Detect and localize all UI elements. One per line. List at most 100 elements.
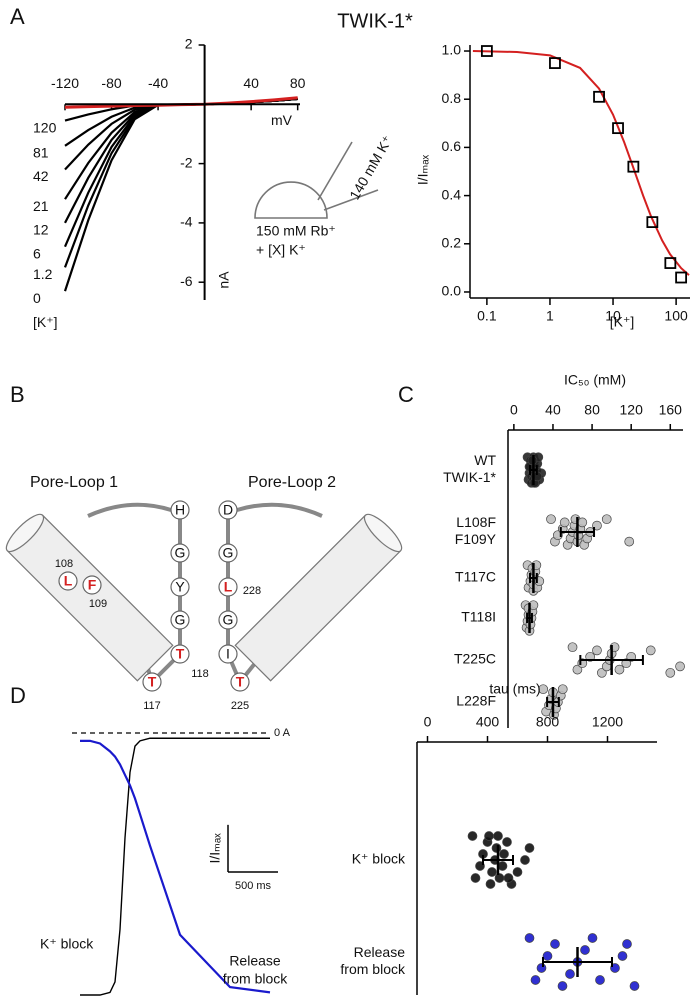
inset-label: 140 mM K⁺	[346, 133, 395, 203]
inset	[254, 141, 379, 219]
residue	[142, 672, 162, 692]
data-point	[538, 684, 549, 695]
residue-label: L	[64, 573, 73, 589]
data-point	[559, 517, 570, 528]
x-tick-label: 80	[290, 75, 306, 91]
data-point	[580, 945, 590, 955]
residue-label: L	[224, 579, 233, 595]
category-label: L228F	[456, 693, 496, 709]
residue-label: G	[223, 612, 234, 628]
data-point	[512, 867, 523, 877]
data-point	[470, 873, 481, 883]
residue-number: 118	[191, 668, 209, 680]
data-point	[624, 536, 635, 547]
curve-label: 21	[33, 198, 49, 214]
y-tick-label: 0.2	[442, 234, 462, 250]
data-point	[485, 879, 496, 889]
category-label: TWIK-1*	[443, 469, 496, 485]
cylinder-end	[363, 513, 403, 553]
residue	[82, 575, 102, 595]
residue-label: T	[236, 674, 245, 690]
chart-title: TWIK-1*	[337, 10, 413, 32]
data-point	[646, 216, 659, 229]
x-tick-label: 0.1	[477, 308, 497, 324]
residue-label: G	[223, 545, 234, 561]
residues: H G Y G T T L F 108 109 118 117 D G L G …	[55, 500, 261, 712]
residue-label: D	[223, 502, 233, 518]
data-point	[480, 45, 493, 57]
x-tick-label: 800	[536, 714, 560, 730]
residue	[170, 577, 190, 597]
data-point	[524, 933, 535, 943]
data-point	[675, 271, 688, 284]
category-label: T225C	[454, 651, 496, 667]
loop-arc	[87, 502, 172, 518]
x-tick-label: -80	[101, 75, 121, 91]
pipette	[323, 189, 379, 211]
curve-label: 81	[33, 145, 49, 161]
residue	[170, 644, 190, 664]
residue-number: 225	[231, 700, 249, 712]
data-point	[614, 664, 625, 675]
cell	[254, 181, 328, 219]
curve-label: 42	[33, 168, 49, 184]
data-point	[593, 90, 605, 103]
pipette	[317, 141, 353, 201]
y-axis-label: nA	[215, 271, 231, 289]
data-point	[557, 684, 568, 695]
data-point	[487, 867, 497, 877]
panel-label: D	[10, 683, 26, 708]
data-point	[577, 517, 588, 528]
data-point	[503, 873, 514, 883]
residue	[218, 543, 238, 563]
residue	[218, 500, 238, 520]
y-tick-label: 0.8	[442, 90, 462, 106]
y-tick-label: -2	[180, 154, 193, 170]
panel-label: B	[10, 382, 25, 407]
residue-label: F	[88, 577, 97, 593]
data-point	[524, 843, 535, 853]
data-point	[627, 160, 640, 173]
data-point	[491, 843, 502, 853]
data-point	[595, 975, 605, 985]
data-point	[499, 849, 509, 859]
data-point	[587, 933, 598, 943]
helix	[234, 513, 403, 682]
category-label: K⁺ block	[352, 851, 406, 867]
y-tick-label: 2	[185, 36, 193, 52]
category-label: from block	[340, 961, 406, 977]
x-axis-label: mV	[271, 112, 293, 128]
zero-label: 0 A	[274, 727, 291, 739]
trace-label: Release	[229, 953, 281, 969]
x-tick-label: 1	[546, 308, 554, 324]
current-trace	[80, 739, 271, 994]
data-point	[665, 667, 676, 678]
data-point	[557, 981, 568, 991]
x-tick-label: 80	[584, 402, 600, 418]
x-axis-label: IC₅₀ (mM)	[564, 372, 626, 388]
x-axis-label: tau (ms)	[489, 681, 540, 697]
residue-label: I	[226, 646, 230, 662]
residue-label: Y	[175, 579, 185, 595]
curve-label: 12	[33, 222, 49, 238]
iv-curve	[64, 97, 298, 200]
data-point	[484, 831, 494, 841]
residue	[230, 672, 250, 692]
residue	[58, 571, 78, 591]
category-label: L108F	[456, 514, 496, 530]
panel-label: A	[10, 4, 25, 29]
scale-bar-label: I/Iₘₐₓ	[207, 833, 223, 864]
x-tick-label: -120	[51, 75, 79, 91]
residue	[170, 500, 190, 520]
residue-label: H	[175, 502, 185, 518]
x-tick-label: 1200	[592, 714, 623, 730]
residue-number: 228	[243, 585, 261, 597]
trace-label: K⁺ block	[40, 936, 94, 952]
x-tick-label: 0	[510, 402, 518, 418]
data-point	[546, 514, 556, 525]
y-tick-label: -4	[180, 214, 193, 230]
residue-number: 109	[89, 598, 107, 610]
inset-label: + [X] K⁺	[256, 242, 306, 258]
fit-curve	[472, 50, 690, 276]
